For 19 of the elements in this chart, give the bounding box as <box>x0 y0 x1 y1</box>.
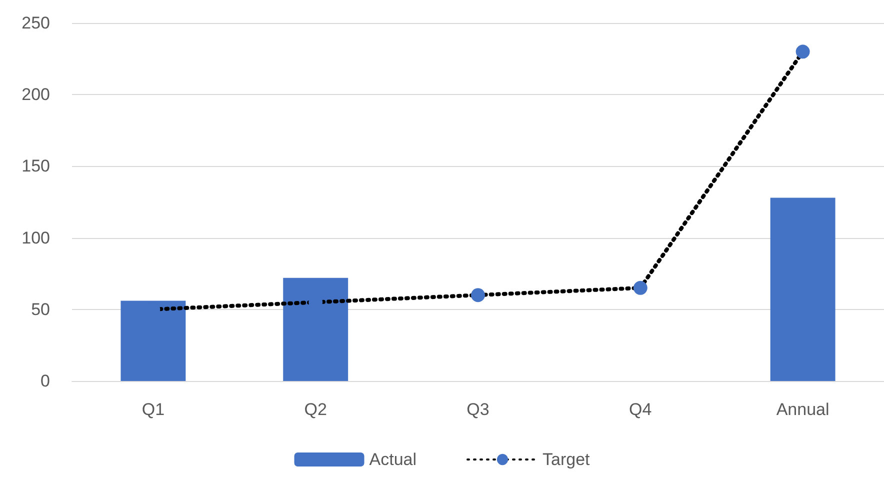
x-tick-label: Q1 <box>142 400 165 419</box>
bar <box>283 278 348 381</box>
point <box>633 280 648 295</box>
y-tick-label: 150 <box>22 156 50 176</box>
legend-label: Target <box>542 450 590 469</box>
bar <box>120 300 186 381</box>
x-tick-label: Q2 <box>304 400 327 419</box>
point <box>471 288 485 302</box>
x-tick-label: Q3 <box>466 400 490 419</box>
point <box>796 44 810 59</box>
y-tick-label: 0 <box>40 372 50 390</box>
bar <box>770 198 836 381</box>
x-tick-label: Q4 <box>629 400 652 419</box>
legend-label: Actual <box>369 450 416 469</box>
x-tick-label: Annual <box>776 400 830 419</box>
y-tick-label: 100 <box>22 228 50 248</box>
y-tick-label: 50 <box>31 300 50 319</box>
y-tick-label: 200 <box>22 85 50 104</box>
y-tick-label: 250 <box>22 14 50 32</box>
